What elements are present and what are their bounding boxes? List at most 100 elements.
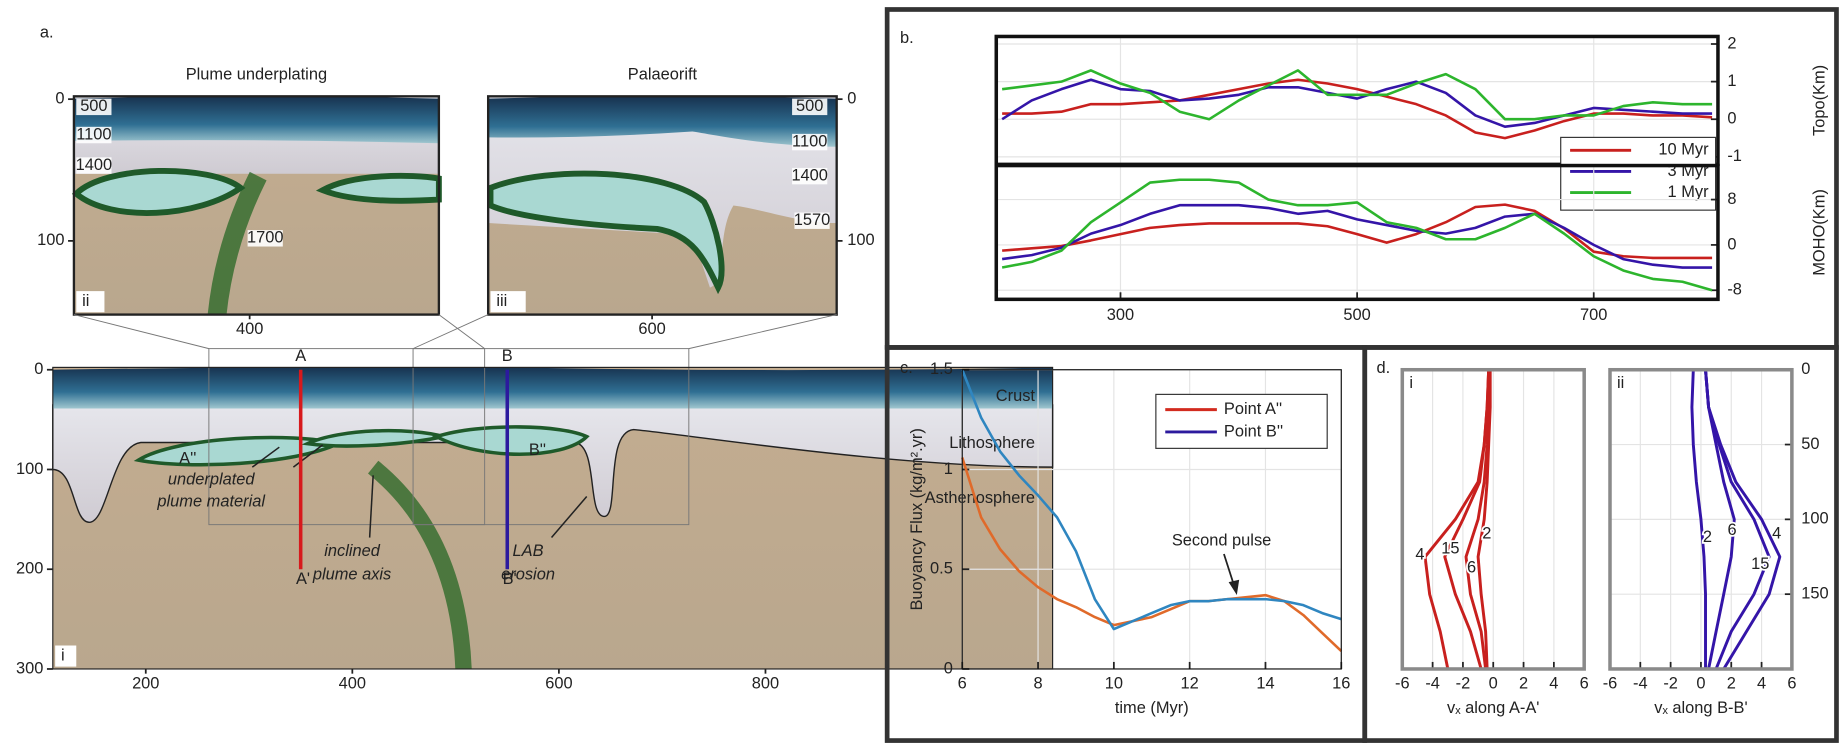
section-title: Palaeorift xyxy=(628,66,698,84)
isotherm-label: 1700 xyxy=(247,229,283,247)
x-axis-label: vₓ along A-A' xyxy=(1447,699,1539,717)
crust-bg xyxy=(73,96,439,144)
section-frame xyxy=(52,366,1054,670)
isotherm-label-bg xyxy=(76,157,112,174)
chart: -8 0 8 300 500 700 MOHO(Km) xyxy=(994,163,1828,324)
y-tick-label: 0.5 xyxy=(930,560,953,578)
x-tick-label: 700 xyxy=(1580,306,1607,324)
legend-label: Point A'' xyxy=(1224,400,1282,418)
plot-frame xyxy=(1608,367,1794,671)
x-tick-label: 200 xyxy=(132,675,159,693)
series-label: 4 xyxy=(1772,524,1781,542)
y-tick-label: 100 xyxy=(1801,510,1828,528)
isotherm-label: 1570 xyxy=(794,211,831,229)
plume-stem xyxy=(207,171,267,316)
x-tick-label: 800 xyxy=(752,675,779,693)
annotation: erosion xyxy=(501,565,555,583)
y-axis-label: Topo(Km) xyxy=(1810,65,1828,136)
annotation-arrows xyxy=(251,444,588,539)
isotherm-label-bg xyxy=(76,98,112,116)
zoom-guides xyxy=(73,314,837,526)
x-tick-label: 4 xyxy=(1549,675,1558,693)
annotation: plume material xyxy=(156,493,266,511)
section-title: Plume underplating xyxy=(186,66,327,84)
inset-frame xyxy=(486,95,838,316)
layer-label: Asthenosphere xyxy=(925,489,1035,507)
panel-label: d. xyxy=(1376,359,1390,377)
series-label: 2 xyxy=(1482,524,1491,542)
series-line xyxy=(1001,78,1713,129)
legend-box xyxy=(1155,393,1328,449)
tag-bg xyxy=(490,291,526,313)
series-label: 4 xyxy=(1415,545,1424,563)
x-tick-label: 6 xyxy=(1787,675,1796,693)
annotation: Second pulse xyxy=(1172,531,1271,549)
chart: 0 100 400 Plume underplating ii 500 1100 1400 17… xyxy=(37,66,327,339)
profile-end-label: A' xyxy=(296,570,310,588)
tag: i xyxy=(1409,374,1413,392)
isotherm-label-bg xyxy=(247,230,283,247)
y-axis-label: Buoyancy Flux (kg/m².yr) xyxy=(908,428,926,610)
series-line xyxy=(1690,369,1707,669)
annotation: underplated xyxy=(168,470,256,488)
series-label: 6 xyxy=(1467,558,1476,576)
x-tick-label: 300 xyxy=(1107,306,1134,324)
y-tick-label: 0 xyxy=(944,659,953,677)
series-label: 6 xyxy=(1727,521,1736,539)
tag-bg xyxy=(55,645,77,667)
panel-frames xyxy=(884,7,1839,743)
lens xyxy=(487,170,725,295)
plot-frame xyxy=(1400,367,1586,671)
series-line xyxy=(1002,78,1713,140)
x-tick-label: 600 xyxy=(545,675,572,693)
series-line xyxy=(1001,203,1713,269)
legend-label: 10 Myr xyxy=(1658,141,1709,159)
isotherm-label: 1400 xyxy=(791,166,828,184)
isotherm-label: 1100 xyxy=(76,125,111,143)
panel-label: a. xyxy=(40,23,54,41)
annotation-arrowhead xyxy=(1228,579,1240,596)
x-tick-label: 2 xyxy=(1519,675,1528,693)
x-axis-label: time (Myr) xyxy=(1115,699,1189,717)
isotherm-label: 1400 xyxy=(76,156,113,174)
y-tick-label: 0 xyxy=(847,89,856,107)
y-tick-label: 100 xyxy=(16,460,43,478)
x-tick-label: 0 xyxy=(1696,675,1705,693)
x-tick-label: -6 xyxy=(1395,675,1410,693)
annotation: plume axis xyxy=(312,565,391,583)
lens xyxy=(71,168,246,216)
annotation: inclined xyxy=(324,542,381,560)
series-line xyxy=(1001,69,1713,121)
isotherm-label-bg xyxy=(792,133,828,151)
lithosphere-bg xyxy=(52,404,1054,523)
crust-bg xyxy=(488,96,837,147)
x-tick-label: 8 xyxy=(1033,675,1042,693)
chart: 0 0.5 1 1.5 6 8 10 12 14 16 time (Myr) Buoyancy Flu… xyxy=(908,360,1350,717)
crust-bg xyxy=(52,367,1053,409)
x-tick-label: 16 xyxy=(1332,675,1350,693)
y-tick-label: 0 xyxy=(1727,235,1736,253)
lens xyxy=(431,425,590,456)
isotherm-label-bg xyxy=(792,98,828,116)
tag: iii xyxy=(496,292,507,310)
plot-frame xyxy=(961,369,1342,670)
y-tick-label: 0 xyxy=(34,360,43,378)
legend: Point A'' Point B'' xyxy=(1155,393,1328,449)
series-label: 2 xyxy=(1703,528,1712,546)
x-tick-label: 400 xyxy=(339,675,366,693)
profile-label: B xyxy=(502,347,513,365)
panel-label: b. xyxy=(900,29,914,47)
annotation: LAB xyxy=(513,542,544,560)
layer-label: Crust xyxy=(996,387,1036,405)
y-tick-label: 0 xyxy=(1801,360,1810,378)
series-line xyxy=(961,369,1342,631)
legend-label: Point B'' xyxy=(1224,422,1283,440)
y-tick-label: 0 xyxy=(1727,110,1736,128)
y-tick-label: 1 xyxy=(944,460,953,478)
y-tick-label: -8 xyxy=(1727,281,1742,299)
y-tick-label: -1 xyxy=(1727,147,1742,165)
